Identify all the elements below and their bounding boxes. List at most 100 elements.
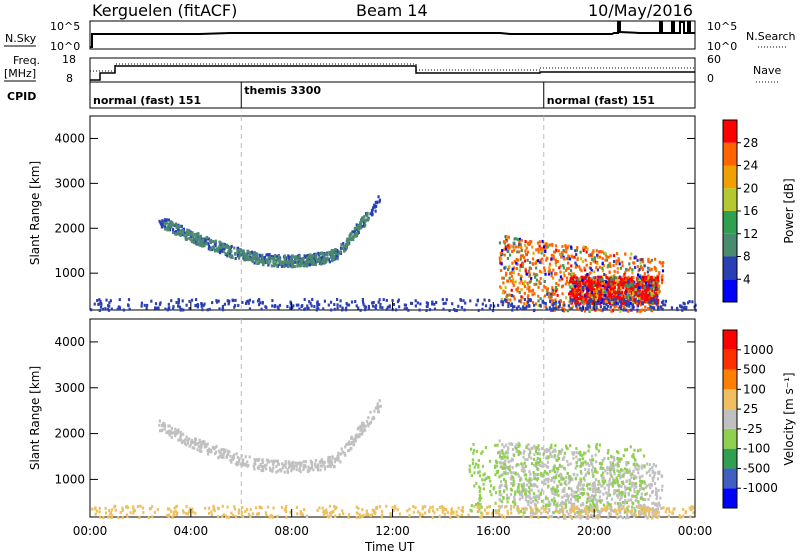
echo-cell (512, 500, 514, 503)
echo-cell (563, 467, 565, 470)
echo-cell (383, 298, 385, 301)
echo-cell (483, 298, 485, 301)
echo-cell (551, 244, 553, 247)
echo-cell (316, 301, 318, 304)
echo-cell (509, 272, 511, 275)
echo-cell (611, 481, 613, 484)
colorbar-segment (723, 188, 737, 211)
echo-cell (556, 470, 558, 473)
echo-cell (559, 483, 561, 486)
echo-cell (645, 486, 647, 489)
echo-cell (513, 270, 515, 273)
echo-cell (298, 461, 300, 464)
echo-cell (511, 294, 513, 297)
echo-cell (609, 468, 611, 471)
echo-cell (598, 450, 600, 453)
echo-cell (643, 487, 645, 490)
echo-cell (629, 488, 631, 491)
echo-cell (500, 480, 502, 483)
echo-cell (284, 254, 286, 257)
echo-cell (417, 301, 419, 304)
echo-cell (100, 302, 102, 305)
echo-cell (537, 477, 539, 480)
echo-cell (625, 300, 627, 303)
echo-cell (558, 474, 560, 477)
echo-cell (532, 512, 534, 515)
echo-cell (612, 287, 614, 290)
echo-cell (575, 455, 577, 458)
echo-cell (600, 501, 602, 504)
echo-cell (254, 251, 256, 254)
echo-cell (95, 513, 97, 516)
echo-cell (463, 308, 465, 311)
echo-cell (174, 434, 176, 437)
echo-cell (613, 470, 615, 473)
echo-cell (164, 222, 166, 225)
echo-cell (354, 227, 356, 230)
echo-cell (237, 456, 239, 459)
echo-cell (156, 307, 158, 310)
echo-cell (293, 465, 295, 468)
echo-cell (535, 462, 537, 465)
echo-cell (314, 462, 316, 465)
echo-cell (651, 516, 653, 519)
echo-cell (626, 448, 628, 451)
echo-cell (244, 255, 246, 258)
echo-cell (575, 461, 577, 464)
echo-cell (553, 258, 555, 261)
echo-cell (571, 451, 573, 454)
echo-cell (350, 437, 352, 440)
echo-cell (570, 498, 572, 501)
echo-cell (550, 444, 552, 447)
echo-cell (650, 277, 652, 280)
echo-cell (522, 262, 524, 265)
echo-cell (620, 485, 622, 488)
echo-cell (259, 260, 261, 263)
echo-cell (303, 308, 305, 311)
echo-cell (597, 483, 599, 486)
echo-cell (180, 431, 182, 434)
echo-cell (610, 306, 612, 309)
echo-cell (185, 505, 187, 508)
echo-cell (655, 292, 657, 295)
echo-cell (351, 301, 353, 304)
echo-cell (657, 276, 659, 279)
echo-cell (618, 470, 620, 473)
echo-cell (599, 250, 601, 253)
echo-cell (582, 298, 584, 301)
colorbar-tick-label: 20 (743, 181, 758, 195)
echo-cell (511, 275, 513, 278)
echo-cell (649, 494, 651, 497)
echo-cell (608, 480, 610, 483)
echo-cell (191, 299, 193, 302)
echo-cell (256, 255, 258, 258)
echo-cell (590, 267, 592, 270)
echo-cell (257, 262, 259, 265)
echo-cell (544, 250, 546, 253)
echo-cell (616, 476, 618, 479)
echo-cell (533, 283, 535, 286)
echo-cell (528, 490, 530, 493)
echo-cell (665, 300, 667, 303)
echo-cell (341, 447, 343, 450)
echo-cell (587, 468, 589, 471)
echo-cell (527, 298, 529, 301)
echo-cell (582, 493, 584, 496)
echo-cell (272, 261, 274, 264)
echo-cell (623, 454, 625, 457)
echo-cell (601, 250, 603, 253)
echo-cell (273, 264, 275, 267)
echo-cell (599, 278, 601, 281)
echo-cell (146, 306, 148, 309)
echo-cell (579, 268, 581, 271)
echo-cell (474, 466, 476, 469)
echo-cell (332, 456, 334, 459)
echo-cell (588, 472, 590, 475)
echo-cell (366, 215, 368, 218)
echo-cell (569, 444, 571, 447)
echo-cell (529, 473, 531, 476)
echo-cell (614, 502, 616, 505)
echo-cell (607, 305, 609, 308)
echo-cell (537, 259, 539, 262)
echo-cell (659, 497, 661, 500)
